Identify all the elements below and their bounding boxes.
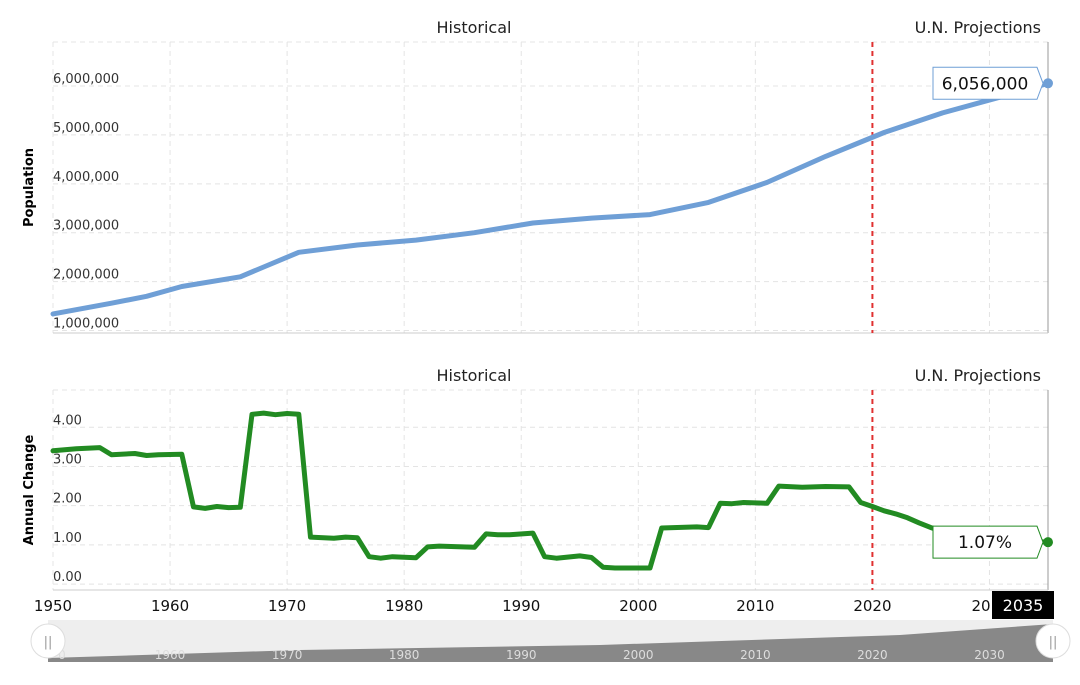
handle-grip-icon: ||: [1049, 635, 1058, 650]
y-tick-label: 2.00: [53, 492, 82, 507]
navigator-tick-label-partial: 0: [58, 648, 66, 662]
y-tick-label: 5,000,000: [53, 121, 119, 136]
historical-label: Historical: [437, 18, 512, 37]
y-tick-label: 0.00: [53, 570, 82, 585]
navigator-right-handle[interactable]: [1035, 623, 1071, 659]
x-tick-label: 2000: [619, 597, 657, 615]
end-value-tooltip: [932, 66, 1044, 100]
y-tick-label: 2,000,000: [53, 268, 119, 283]
x-tick-label: 1980: [385, 597, 423, 615]
x-tick-label: 1990: [502, 597, 540, 615]
x-tick-label: 1970: [268, 597, 306, 615]
navigator-tick-label: 1960: [155, 648, 186, 662]
y-tick-label: 1.00: [53, 531, 82, 546]
navigator-tick-label: 1990: [506, 648, 537, 662]
projections-label: U.N. Projections: [915, 366, 1041, 385]
projections-label: U.N. Projections: [915, 18, 1041, 37]
y-axis-title: Annual Change: [22, 435, 37, 546]
navigator-tick-label: 2030: [974, 648, 1005, 662]
navigator-tick-label: 1980: [389, 648, 420, 662]
historical-label: Historical: [437, 366, 512, 385]
series-line: [50, 80, 1051, 317]
series-end-point[interactable]: [1043, 537, 1053, 548]
series-end-point[interactable]: [1043, 78, 1053, 89]
x-tick-label: 2020: [853, 597, 891, 615]
end-value-tooltip: [932, 525, 1044, 559]
y-tick-label: 4,000,000: [53, 170, 119, 185]
y-axis-title: Population: [22, 148, 37, 227]
navigator-left-handle[interactable]: [30, 623, 66, 659]
x-end-badge-label: 2035: [1003, 596, 1044, 615]
handle-grip-icon: ||: [44, 635, 53, 650]
x-tick-label-partial: 20: [971, 597, 990, 615]
x-tick-label: 2010: [736, 597, 774, 615]
x-tick-label: 1950: [34, 597, 72, 615]
y-tick-label: 4.00: [53, 413, 82, 428]
navigator-tick-label: 2020: [857, 648, 888, 662]
y-tick-label: 3,000,000: [53, 219, 119, 234]
y-tick-label: 1,000,000: [53, 317, 119, 332]
x-end-badge: [992, 591, 1054, 619]
y-tick-label: 6,000,000: [53, 72, 119, 87]
navigator-series-area: [48, 624, 1053, 662]
x-tick-label: 1960: [151, 597, 189, 615]
series-line: [50, 410, 1051, 571]
end-value-label: 6,056,000: [942, 74, 1029, 94]
navigator-tick-label: 2010: [740, 648, 771, 662]
end-value-label: 1.07%: [958, 533, 1012, 553]
navigator-tick-label: 1970: [272, 648, 303, 662]
y-tick-label: 3.00: [53, 452, 82, 467]
navigator-tick-label: 2000: [623, 648, 654, 662]
